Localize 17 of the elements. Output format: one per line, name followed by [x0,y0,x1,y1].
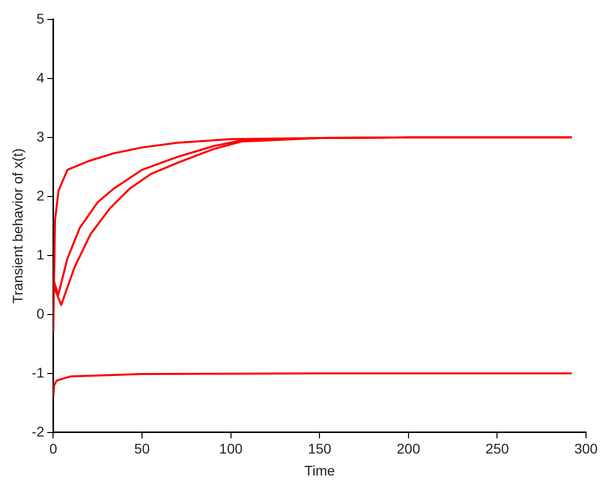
y-tick-label: 4 [36,69,44,86]
y-tick-label: -1 [32,364,44,380]
y-axis-title: Transient behavior of x(t) [9,148,26,304]
y-tick-label: 0 [36,305,44,322]
y-tick-label: 2 [36,187,44,204]
x-tick-label: 200 [396,440,420,457]
y-tick-label: 3 [36,128,44,144]
x-tick-label: 300 [574,440,598,457]
x-tick-label: 50 [134,440,150,457]
x-tick-label: 0 [49,440,58,457]
y-tick-label: -2 [32,423,44,440]
y-tick-label: 1 [36,246,44,262]
y-tick-label: 5 [36,10,44,26]
x-tick-label: 250 [486,440,510,457]
x-axis-title: Time [304,462,336,478]
x-tick-label: 150 [308,440,332,457]
x-tick-label: 100 [219,440,243,457]
